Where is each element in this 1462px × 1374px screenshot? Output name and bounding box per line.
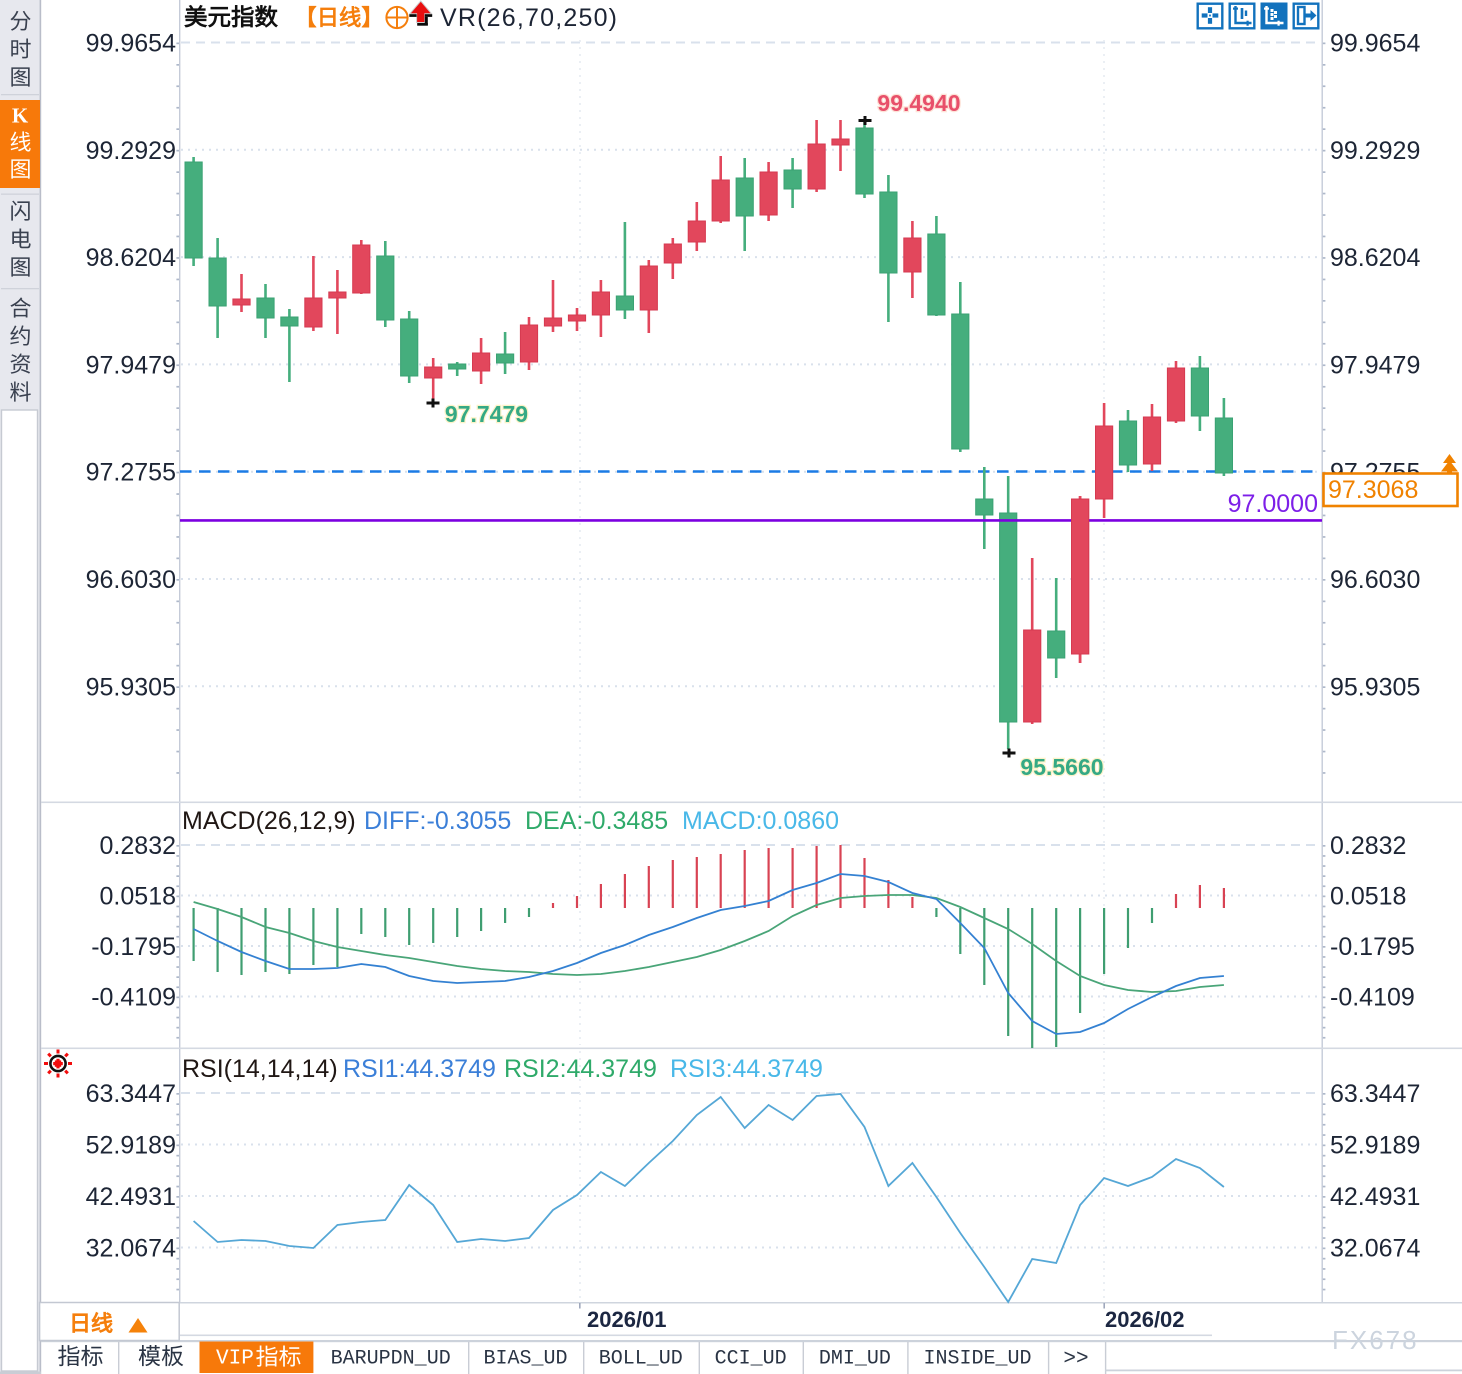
svg-text:95.9305: 95.9305: [86, 673, 176, 701]
svg-text:97.0000: 97.0000: [1228, 490, 1318, 518]
svg-text:CCI_UD: CCI_UD: [715, 1348, 787, 1371]
svg-text:42.4931: 42.4931: [1330, 1183, 1420, 1211]
svg-text:97.3068: 97.3068: [1328, 476, 1418, 504]
svg-text:MACD:0.0860: MACD:0.0860: [682, 807, 839, 835]
svg-text:42.4931: 42.4931: [86, 1183, 176, 1211]
svg-text:95.9305: 95.9305: [1330, 673, 1420, 701]
svg-text:VIP: VIP: [216, 1348, 254, 1371]
svg-text:97.7479: 97.7479: [445, 401, 528, 427]
svg-text:DIFF:-0.3055: DIFF:-0.3055: [364, 807, 511, 835]
svg-text:0.0518: 0.0518: [1330, 883, 1406, 911]
svg-text:BOLL_UD: BOLL_UD: [599, 1348, 683, 1371]
svg-text:52.9189: 52.9189: [1330, 1132, 1420, 1160]
svg-text:K: K: [12, 104, 29, 128]
svg-text:52.9189: 52.9189: [86, 1132, 176, 1160]
svg-text:63.3447: 63.3447: [1330, 1080, 1420, 1108]
svg-text:RSI2:44.3749: RSI2:44.3749: [504, 1055, 657, 1083]
svg-text:-0.1795: -0.1795: [1330, 933, 1415, 961]
svg-text:DEA:-0.3485: DEA:-0.3485: [525, 807, 668, 835]
svg-text:FX678: FX678: [1332, 1325, 1419, 1355]
svg-text:RSI3:44.3749: RSI3:44.3749: [670, 1055, 823, 1083]
svg-text:63.3447: 63.3447: [86, 1080, 176, 1108]
svg-text:DMI_UD: DMI_UD: [819, 1348, 891, 1371]
svg-text:96.6030: 96.6030: [1330, 566, 1420, 594]
svg-text:BIAS_UD: BIAS_UD: [483, 1348, 567, 1371]
svg-text:RSI1:44.3749: RSI1:44.3749: [343, 1055, 496, 1083]
svg-text:0.0518: 0.0518: [100, 883, 176, 911]
svg-text:97.9479: 97.9479: [86, 351, 176, 379]
svg-text:98.6204: 98.6204: [86, 244, 176, 272]
svg-text:0.2832: 0.2832: [100, 832, 176, 860]
svg-text:99.9654: 99.9654: [86, 30, 176, 58]
svg-text:96.6030: 96.6030: [86, 566, 176, 594]
svg-text:98.6204: 98.6204: [1330, 244, 1420, 272]
svg-text:99.2929: 99.2929: [86, 137, 176, 165]
svg-text:-0.4109: -0.4109: [91, 984, 176, 1012]
svg-text:32.0674: 32.0674: [1330, 1235, 1420, 1263]
svg-text:97.9479: 97.9479: [1330, 351, 1420, 379]
svg-text:INSIDE_UD: INSIDE_UD: [923, 1348, 1031, 1371]
svg-text:99.4940: 99.4940: [877, 90, 960, 116]
svg-text:2026/01: 2026/01: [587, 1307, 667, 1332]
svg-text:>>: >>: [1063, 1348, 1088, 1371]
svg-text:97.2755: 97.2755: [86, 459, 176, 487]
svg-text:RSI(14,14,14): RSI(14,14,14): [182, 1055, 338, 1083]
svg-text:BARUPDN_UD: BARUPDN_UD: [331, 1348, 451, 1371]
svg-text:32.0674: 32.0674: [86, 1235, 176, 1263]
svg-text:-0.4109: -0.4109: [1330, 984, 1415, 1012]
svg-text:MACD(26,12,9): MACD(26,12,9): [182, 807, 356, 835]
svg-text:VR(26,70,250): VR(26,70,250): [440, 4, 618, 32]
svg-text:95.5660: 95.5660: [1020, 754, 1103, 780]
svg-text:-0.1795: -0.1795: [91, 933, 176, 961]
svg-text:99.9654: 99.9654: [1330, 30, 1420, 58]
svg-text:2026/02: 2026/02: [1105, 1307, 1185, 1332]
svg-text:0.2832: 0.2832: [1330, 832, 1406, 860]
svg-text:99.2929: 99.2929: [1330, 137, 1420, 165]
